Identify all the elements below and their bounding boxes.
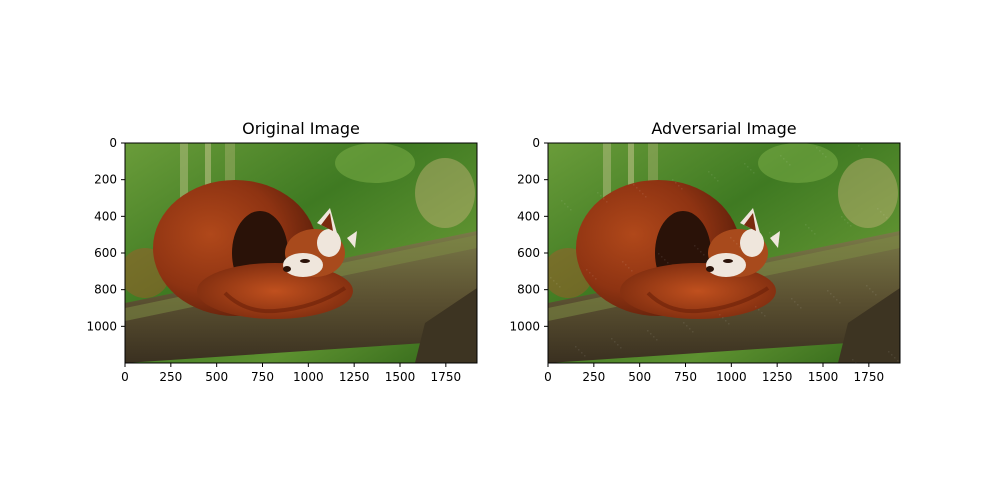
adversarial-x-tick-label: 250 <box>582 370 605 384</box>
original-y-tick-label: 800 <box>94 283 117 297</box>
adversarial-red-panda-photo <box>548 143 900 364</box>
original-x-tick-label: 0 <box>121 370 129 384</box>
adversarial-y-tick-label: 600 <box>517 246 540 260</box>
original-y-tick-label: 1000 <box>86 319 117 333</box>
original-x-tick-label: 1000 <box>293 370 324 384</box>
original-x-tick-label: 500 <box>205 370 228 384</box>
adversarial-x-tick-label: 1000 <box>716 370 747 384</box>
original-red-panda-photo <box>125 143 477 363</box>
original-x-tick-label: 750 <box>251 370 274 384</box>
original-x-tick-label: 1250 <box>339 370 370 384</box>
adversarial-panel-title: Adversarial Image <box>651 119 796 138</box>
adversarial-x-tick-label: 0 <box>544 370 552 384</box>
original-y-tick-label: 600 <box>94 246 117 260</box>
adversarial-x-tick-label: 500 <box>628 370 651 384</box>
original-y-tick-label: 0 <box>109 136 117 150</box>
original-y-tick-label: 200 <box>94 173 117 187</box>
original-panel-title: Original Image <box>242 119 360 138</box>
original-x-tick-label: 1750 <box>431 370 462 384</box>
original-x-tick-label: 1500 <box>385 370 416 384</box>
adversarial-y-tick-label: 0 <box>532 136 540 150</box>
adversarial-x-tick-label: 750 <box>674 370 697 384</box>
adversarial-y-tick-label: 200 <box>517 173 540 187</box>
original-image-panel: Original Image 0 250 500 750 1000 1250 1500 1750… <box>86 119 478 384</box>
adversarial-image-panel: Adversarial Image 0 250 500 750 1000 1250 1500 1… <box>509 119 901 384</box>
adversarial-y-tick-label: 800 <box>517 283 540 297</box>
original-y-tick-label: 400 <box>94 209 117 223</box>
adversarial-y-tick-label: 1000 <box>509 319 540 333</box>
adversarial-x-tick-label: 1500 <box>808 370 839 384</box>
adversarial-x-tick-label: 1750 <box>854 370 885 384</box>
adversarial-y-tick-label: 400 <box>517 209 540 223</box>
original-x-tick-label: 250 <box>159 370 182 384</box>
adversarial-x-tick-label: 1250 <box>762 370 793 384</box>
